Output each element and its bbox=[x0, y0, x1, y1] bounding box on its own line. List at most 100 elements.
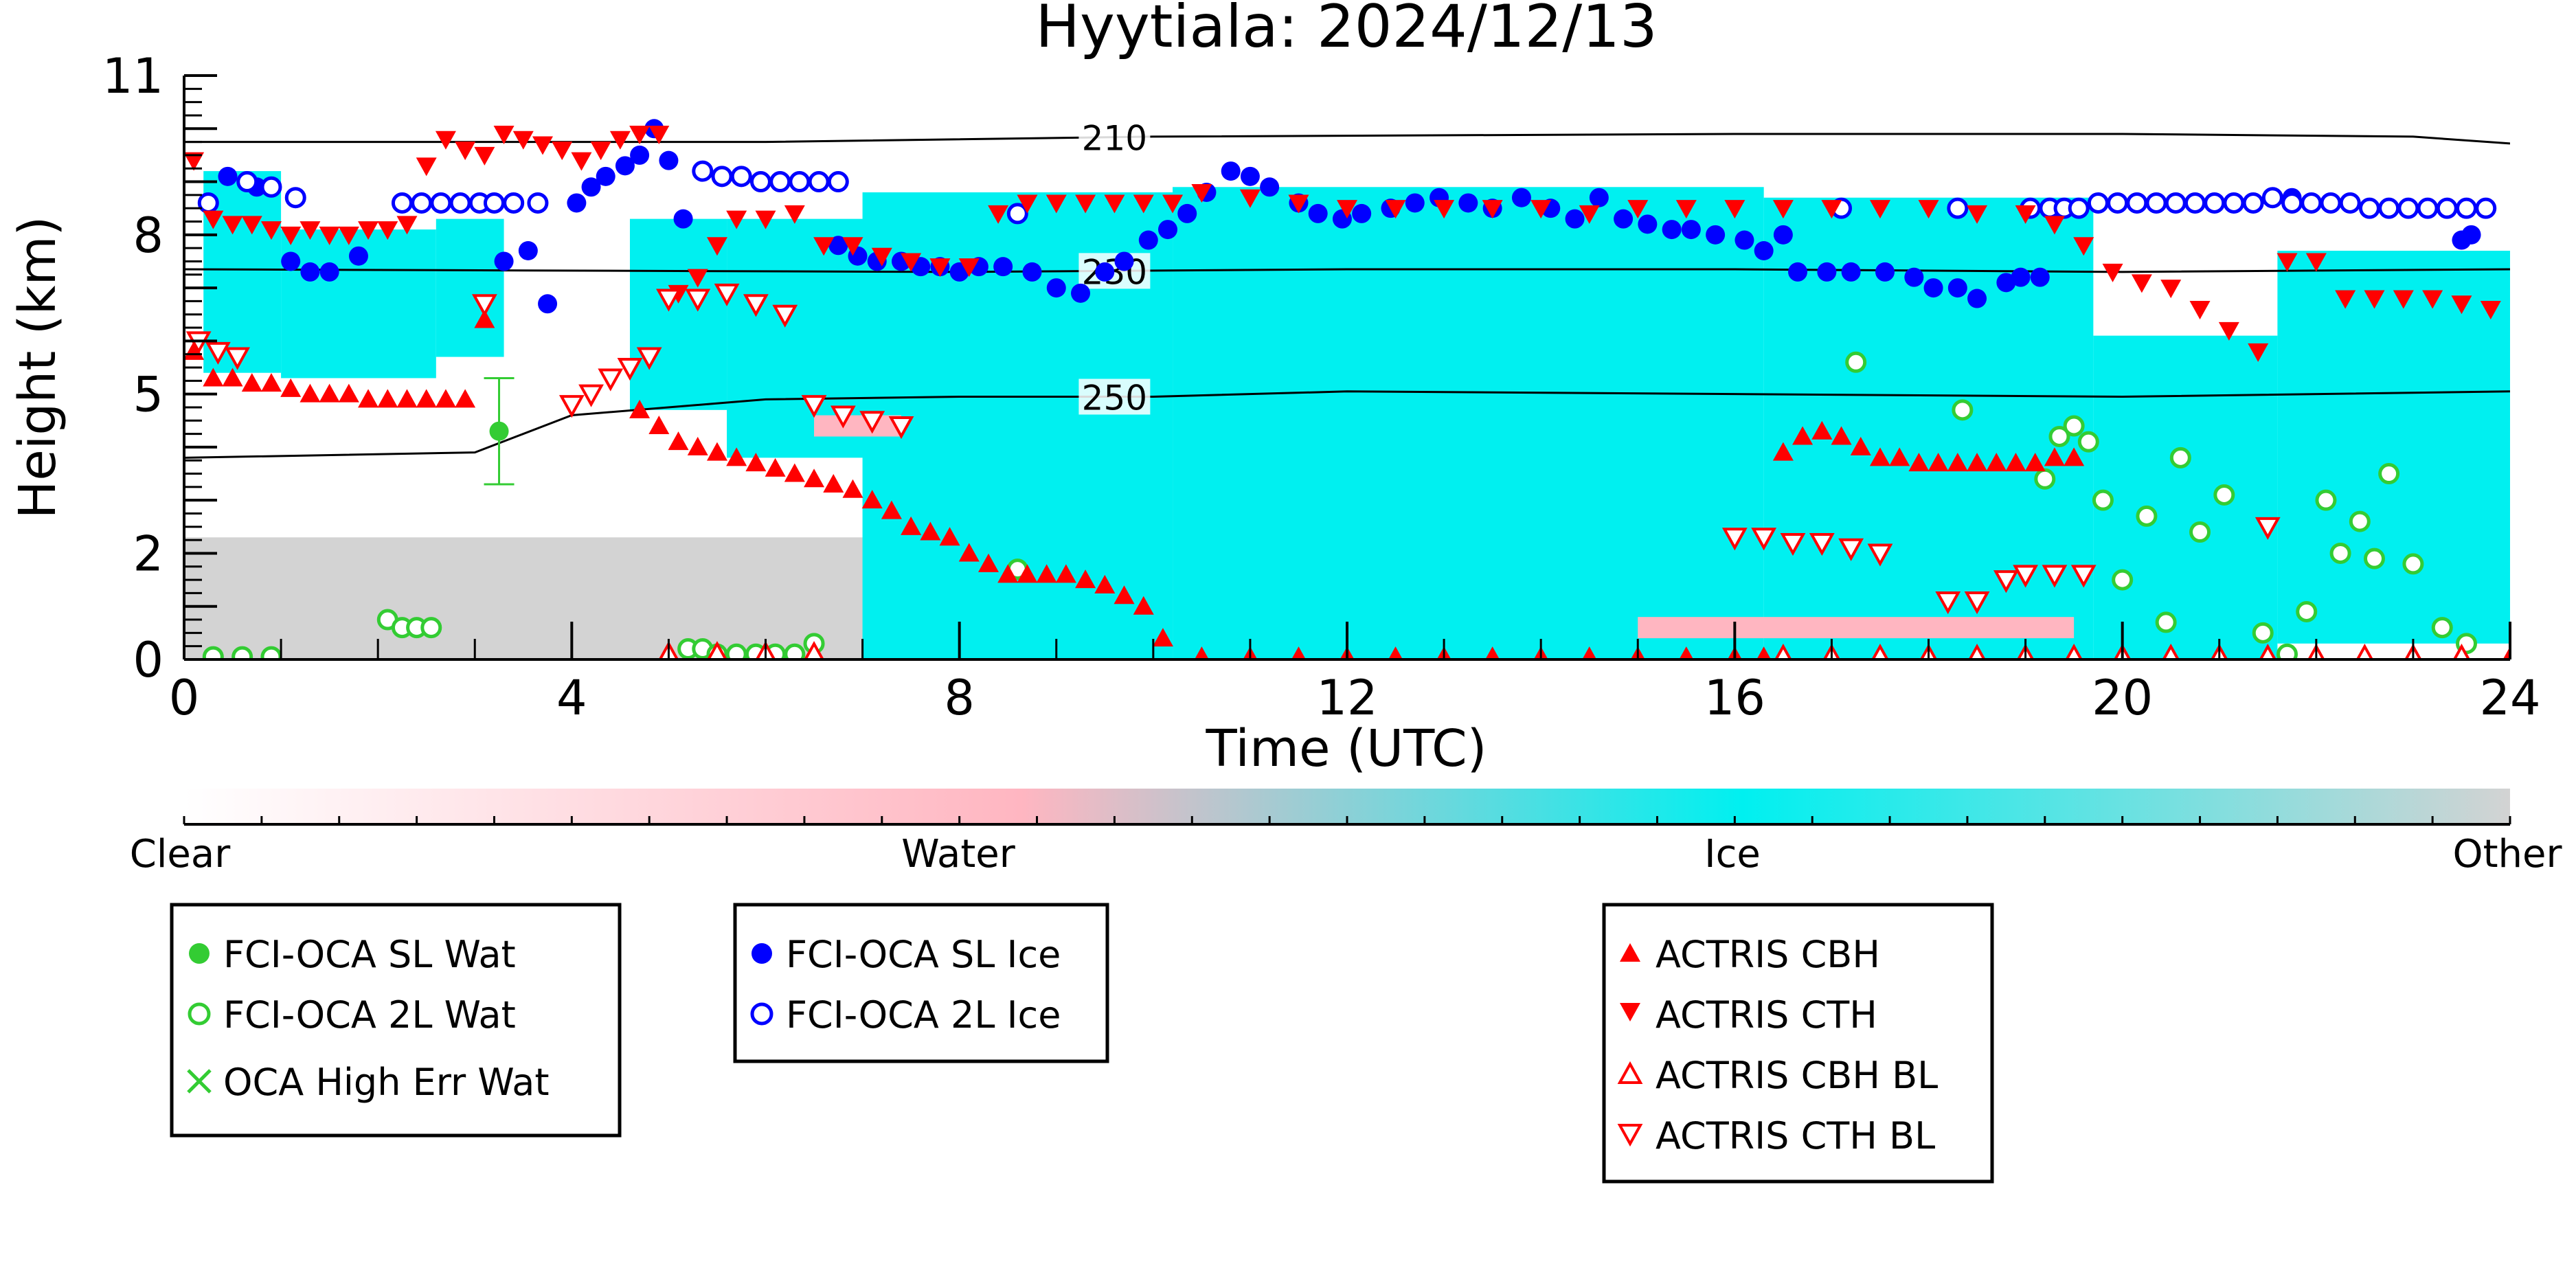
actris-cbh-point bbox=[745, 453, 767, 472]
actris-cbh-point bbox=[1388, 646, 1403, 659]
y-ticks: 0 2 5 8 11 bbox=[102, 48, 217, 688]
actris-cth-bl-point bbox=[685, 289, 711, 312]
actris-cth-point bbox=[2335, 290, 2356, 309]
actris-cth-bl-point bbox=[1780, 533, 1806, 556]
fci-oca-2l-ice-point bbox=[2475, 197, 2497, 219]
actris-cbh-point bbox=[726, 447, 747, 466]
fci-oca-2l-wat-point bbox=[2431, 617, 2453, 639]
actris-cbh-point bbox=[920, 521, 941, 541]
fci-oca-2l-ice-point bbox=[449, 192, 471, 214]
x-tick-label: 4 bbox=[556, 670, 587, 726]
actris-cth-bl-point bbox=[598, 368, 624, 392]
contour-label-230: 230 bbox=[1082, 252, 1147, 292]
actris-cth-point bbox=[2364, 290, 2385, 309]
fci-oca-2l-wat-point bbox=[2378, 463, 2400, 485]
actris-cth-point bbox=[2393, 290, 2414, 309]
fci-oca-2l-wat-point bbox=[2276, 643, 2298, 659]
actris-cth-point bbox=[416, 157, 437, 177]
actris-cbh-bl-point bbox=[2355, 644, 2374, 659]
fci-oca-sl-ice-point bbox=[1114, 251, 1134, 271]
actris-cth-point bbox=[2248, 343, 2269, 362]
legend-cbh-label: ACTRIS CBH bbox=[1656, 933, 1880, 976]
region-ice bbox=[629, 218, 727, 410]
actris-cth-point bbox=[1104, 194, 1125, 214]
actris-cth-bl-point bbox=[1751, 528, 1777, 551]
actris-cbh-point bbox=[1850, 436, 1871, 455]
actris-cbh-point bbox=[765, 457, 786, 477]
x-axis-label: Time (UTC) bbox=[1205, 719, 1487, 778]
actris-cbh-point bbox=[2502, 646, 2510, 659]
region-ice bbox=[436, 218, 504, 357]
x-tick-label: 20 bbox=[2092, 670, 2153, 726]
fci-oca-sl-ice-point bbox=[1875, 262, 1895, 282]
fci-oca-sl-ice-point bbox=[1614, 209, 1634, 229]
actris-cbh-bl-point bbox=[1968, 644, 1986, 659]
fci-oca-2l-wat-point bbox=[2329, 542, 2351, 564]
actris-cbh-bl-point bbox=[1871, 644, 1889, 659]
y-tick-label: 11 bbox=[102, 48, 163, 104]
actris-cbh-bl-point bbox=[2065, 644, 2083, 659]
fci-oca-2l-wat-point bbox=[2315, 489, 2337, 511]
fci-oca-2l-wat-point bbox=[2112, 569, 2134, 591]
actris-cth-bl-point bbox=[1993, 570, 2019, 594]
actris-cth-bl-point bbox=[801, 395, 827, 418]
y-tick-label: 2 bbox=[133, 526, 163, 582]
legend-ice-box bbox=[733, 903, 1109, 1063]
region-water bbox=[814, 415, 902, 437]
actris-cth-point bbox=[1133, 194, 1154, 214]
legend-cth-label: ACTRIS CTH bbox=[1656, 993, 1877, 1037]
fci-oca-2l-ice-point bbox=[2436, 197, 2458, 219]
fci-oca-2l-ice-point bbox=[391, 192, 413, 214]
actris-cbh-point bbox=[435, 389, 456, 408]
fci-oca-2l-wat-point bbox=[1845, 351, 1867, 373]
actris-cth-bl-point bbox=[772, 304, 798, 328]
fci-oca-sl-ice-point bbox=[1923, 278, 1943, 298]
fci-oca-sl-ice-point bbox=[1221, 161, 1241, 181]
actris-cbh-point bbox=[1291, 646, 1306, 659]
actris-cbh-point bbox=[823, 474, 844, 493]
fci-oca-2l-ice-point bbox=[2417, 197, 2439, 219]
fci-oca-2l-wat-point bbox=[202, 646, 224, 659]
actris-cth-bl-point bbox=[636, 347, 662, 370]
legend-cbh-bl-label: ACTRIS CBH BL bbox=[1656, 1054, 1938, 1097]
actris-cth-bl-point bbox=[888, 416, 914, 440]
fci-oca-2l-ice-point bbox=[483, 192, 505, 214]
x-tick-label: 12 bbox=[1316, 670, 1377, 726]
actris-cth-point bbox=[300, 221, 321, 240]
actris-cth-bl-point bbox=[2013, 565, 2038, 588]
actris-cth-point bbox=[2218, 321, 2239, 341]
actris-cth-point bbox=[2480, 301, 2501, 319]
fci-oca-sl-ice-point bbox=[993, 257, 1013, 277]
fci-oca-sl-ice-point bbox=[1138, 230, 1158, 250]
fci-oca-sl-ice-point bbox=[567, 193, 587, 213]
x-ticks: 0 4 8 12 16 20 24 bbox=[169, 622, 2541, 726]
actris-cth-point bbox=[435, 131, 456, 150]
fci-oca-sl-ice-point bbox=[1788, 262, 1808, 282]
fci-oca-2l-ice-point bbox=[260, 176, 282, 198]
fci-oca-2l-ice-point bbox=[284, 187, 306, 209]
fci-oca-2l-ice-point bbox=[2456, 197, 2478, 219]
actris-cbh-bl-point bbox=[2162, 644, 2180, 659]
fci-oca-2l-ice-point bbox=[827, 171, 849, 193]
actris-cth-point bbox=[1530, 200, 1552, 219]
actris-cbh-point bbox=[1772, 442, 1794, 461]
actris-cth-point bbox=[784, 205, 805, 224]
fci-oca-sl-ice-point bbox=[615, 156, 635, 176]
fci-oca-2l-ice-point bbox=[2204, 192, 2226, 214]
actris-cbh-point bbox=[784, 463, 805, 482]
data-points bbox=[184, 119, 2510, 659]
actris-cth-point bbox=[1869, 200, 1890, 219]
actris-cbh-point bbox=[1967, 453, 1988, 472]
fci-oca-2l-wat-point bbox=[260, 646, 282, 659]
actris-cth-point bbox=[1239, 189, 1261, 208]
fci-oca-sl-ice-point bbox=[1352, 203, 1372, 223]
actris-cth-point bbox=[319, 226, 340, 245]
fci-oca-sl-ice-point bbox=[673, 209, 693, 229]
actris-cth-point bbox=[1434, 200, 1455, 219]
fci-oca-2l-wat-point bbox=[2363, 547, 2385, 569]
fci-oca-sl-ice-point bbox=[1817, 262, 1837, 282]
fci-oca-sl-ice-point bbox=[319, 262, 339, 282]
actris-cth-point bbox=[1482, 200, 1503, 219]
actris-cbh-point bbox=[377, 389, 398, 408]
actris-cth-bl-point bbox=[617, 358, 643, 381]
